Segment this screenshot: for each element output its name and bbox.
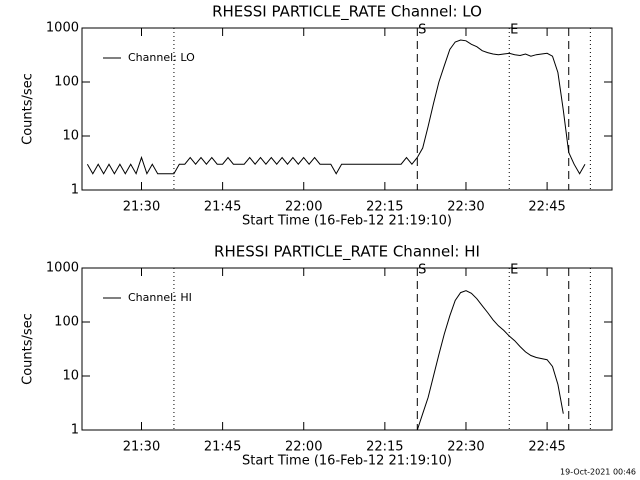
- legend-label: Channel: HI: [128, 291, 192, 304]
- x-tick-label: 21:45: [204, 200, 241, 215]
- chart-title: RHESSI PARTICLE_RATE Channel: LO: [212, 3, 482, 22]
- x-tick-label: 21:30: [123, 200, 160, 215]
- y-tick-label: 100: [54, 75, 79, 90]
- x-tick-label: 21:30: [123, 440, 160, 455]
- x-tick-label: 22:30: [447, 200, 484, 215]
- y-tick-label: 100: [54, 315, 79, 330]
- marker-label: S: [418, 263, 426, 278]
- plot-frame: [81, 267, 613, 431]
- plot-frame: [81, 27, 613, 191]
- marker-label: S: [418, 23, 426, 38]
- x-tick-label: 22:00: [285, 440, 322, 455]
- x-tick-label: 22:30: [447, 440, 484, 455]
- y-tick-label: 10: [62, 369, 79, 384]
- footer-timestamp: 19-Oct-2021 00:46: [560, 468, 636, 477]
- x-tick-label: 22:45: [528, 440, 565, 455]
- chart-title: RHESSI PARTICLE_RATE Channel: HI: [214, 243, 480, 262]
- data-line: [416, 290, 564, 431]
- x-tick-label: 22:00: [285, 200, 322, 215]
- marker-label: E: [510, 263, 518, 278]
- y-tick-label: 1000: [46, 21, 79, 36]
- data-line: [86, 39, 586, 175]
- x-tick-label: 22:15: [366, 200, 403, 215]
- marker-label: E: [510, 23, 518, 38]
- y-tick-label: 1: [71, 183, 79, 198]
- x-tick-label: 22:45: [528, 200, 565, 215]
- x-tick-label: 22:15: [366, 440, 403, 455]
- y-tick-label: 10: [62, 129, 79, 144]
- legend-label: Channel: LO: [128, 51, 195, 64]
- x-tick-label: 21:45: [204, 440, 241, 455]
- y-axis-label: Counts/sec: [21, 73, 36, 145]
- y-tick-label: 1000: [46, 261, 79, 276]
- y-tick-label: 1: [71, 423, 79, 438]
- x-axis-label: Start Time (16-Feb-12 21:19:10): [242, 454, 452, 469]
- x-axis-label: Start Time (16-Feb-12 21:19:10): [242, 214, 452, 229]
- y-axis-label: Counts/sec: [21, 313, 36, 385]
